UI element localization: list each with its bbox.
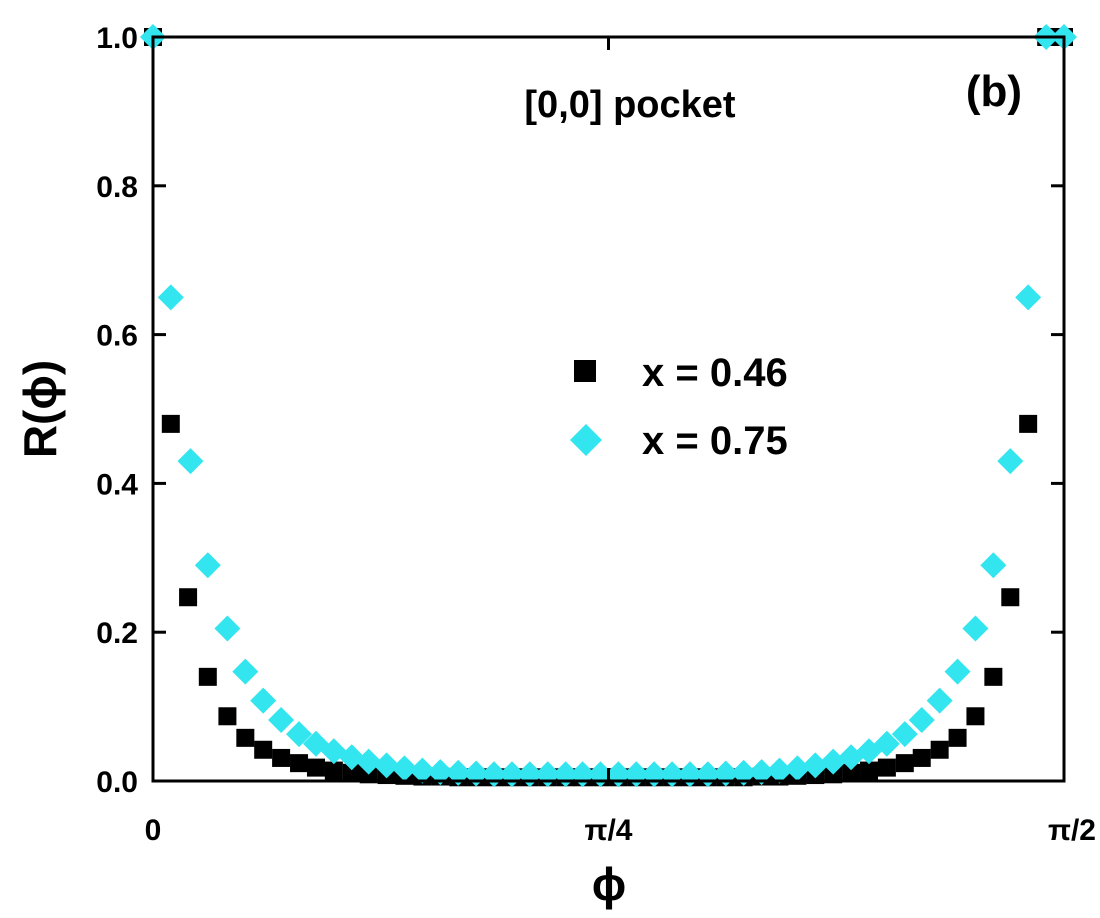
legend-marker-square: [574, 360, 596, 382]
diamond-point: [784, 755, 811, 782]
diamond-point: [908, 706, 935, 733]
square-point: [236, 728, 255, 747]
square-point: [930, 740, 949, 759]
square-point: [324, 761, 343, 780]
panel-label: (b): [966, 67, 1022, 116]
square-point: [272, 748, 291, 767]
tick-labels: 0.0 0.2 0.4 0.6 0.8 1.0 0 π/4 π/2: [96, 22, 1096, 847]
square-point: [161, 414, 180, 433]
diamond-point: [157, 284, 184, 311]
x-tick-label: 0: [145, 814, 162, 847]
square-point: [1019, 414, 1038, 433]
square-point: [198, 667, 217, 686]
square-point: [290, 754, 309, 773]
diamond-point: [409, 757, 436, 784]
diamond-point: [1015, 284, 1042, 311]
diamond-point: [445, 759, 472, 786]
legend: x = 0.46 x = 0.75: [570, 351, 788, 463]
diamond-point: [250, 687, 277, 714]
y-tick-label: 0.6: [96, 320, 138, 353]
diamond-point: [286, 721, 313, 748]
diamond-point: [962, 615, 989, 642]
diamond-point: [373, 752, 400, 779]
square-point: [948, 728, 967, 747]
series-2: [140, 24, 1077, 788]
square-point: [966, 707, 985, 726]
plot-frame: [151, 35, 1066, 783]
y-tick-label: 0.0: [96, 766, 138, 799]
square-point: [912, 748, 931, 767]
square-point: [254, 740, 273, 759]
diamond-point: [427, 759, 454, 786]
diamond-point: [177, 448, 204, 475]
diamond-point: [980, 552, 1007, 579]
square-point: [984, 667, 1003, 686]
square-point: [306, 758, 325, 777]
y-tick-label: 1.0: [96, 22, 138, 55]
square-point: [218, 707, 237, 726]
x-tick-label: π/2: [1048, 814, 1096, 847]
diamond-point: [268, 706, 295, 733]
square-point: [179, 588, 198, 607]
diamond-point: [997, 448, 1024, 475]
y-tick-label: 0.8: [96, 171, 138, 204]
y-tick-label: 0.2: [96, 617, 138, 650]
diamond-point: [214, 615, 241, 642]
diamond-point: [391, 755, 418, 782]
square-point: [877, 758, 896, 777]
diamond-point: [194, 552, 221, 579]
square-point: [895, 754, 914, 773]
legend-label-series-1: x = 0.46: [642, 351, 788, 395]
y-axis-title: R(ϕ): [14, 360, 66, 458]
legend-marker-diamond: [570, 424, 602, 456]
diamond-point: [766, 757, 793, 784]
legend-label-series-2: x = 0.75: [642, 419, 788, 463]
diamond-point: [802, 752, 829, 779]
diamond-point: [355, 748, 382, 775]
diamond-point: [232, 658, 259, 685]
axis-ticks: [151, 35, 1066, 783]
x-tick-label: π/4: [585, 814, 633, 847]
square-point: [842, 763, 861, 782]
x-axis-title: ϕ: [592, 858, 626, 910]
diamond-point: [820, 748, 847, 775]
diamond-point: [873, 730, 900, 757]
diamond-point: [748, 759, 775, 786]
diamond-point: [944, 658, 971, 685]
annotation-pocket: [0,0] pocket: [524, 84, 736, 126]
series-1: [144, 28, 1073, 787]
diamond-point: [730, 759, 757, 786]
square-point: [342, 763, 361, 782]
data-marks: [140, 24, 1077, 788]
square-point: [1001, 588, 1020, 607]
diamond-point: [891, 721, 918, 748]
square-point: [860, 761, 879, 780]
diamond-point: [926, 687, 953, 714]
y-tick-label: 0.4: [96, 468, 138, 501]
